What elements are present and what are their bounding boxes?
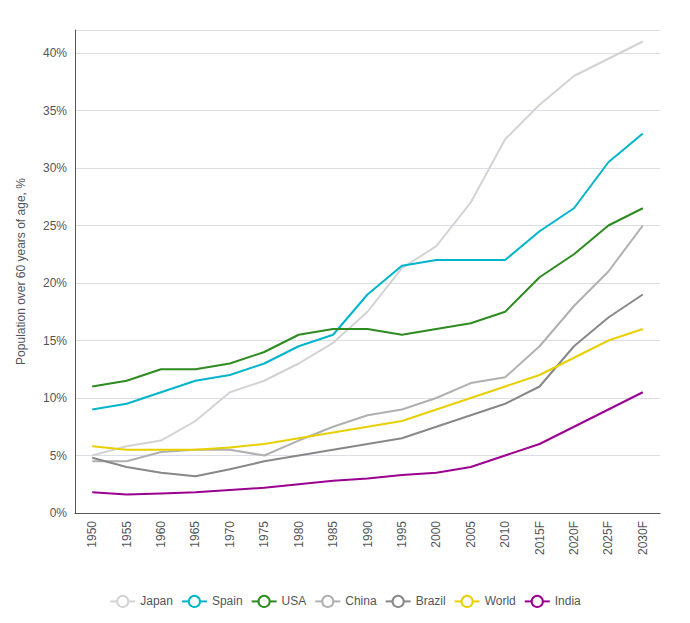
svg-text:2025F: 2025F: [601, 521, 615, 555]
svg-text:5%: 5%: [50, 449, 68, 463]
svg-text:Japan: Japan: [140, 594, 173, 608]
svg-text:1955: 1955: [120, 521, 134, 548]
svg-text:1970: 1970: [223, 521, 237, 548]
svg-text:World: World: [485, 594, 516, 608]
svg-text:USA: USA: [282, 594, 307, 608]
svg-text:1950: 1950: [85, 521, 99, 548]
svg-text:2030F: 2030F: [636, 521, 650, 555]
svg-text:1980: 1980: [292, 521, 306, 548]
svg-text:1990: 1990: [361, 521, 375, 548]
svg-text:2005: 2005: [464, 521, 478, 548]
svg-text:2020F: 2020F: [567, 521, 581, 555]
svg-text:1975: 1975: [257, 521, 271, 548]
svg-text:1985: 1985: [326, 521, 340, 548]
svg-text:0%: 0%: [50, 506, 68, 520]
svg-text:Population over 60 years of ag: Population over 60 years of age, %: [14, 178, 28, 365]
svg-text:1960: 1960: [154, 521, 168, 548]
svg-text:20%: 20%: [43, 276, 67, 290]
svg-text:2000: 2000: [429, 521, 443, 548]
svg-text:India: India: [555, 594, 581, 608]
svg-text:Spain: Spain: [212, 594, 243, 608]
svg-text:15%: 15%: [43, 334, 67, 348]
svg-text:1965: 1965: [188, 521, 202, 548]
svg-text:China: China: [345, 594, 377, 608]
svg-text:2010: 2010: [498, 521, 512, 548]
svg-text:1995: 1995: [395, 521, 409, 548]
svg-text:30%: 30%: [43, 161, 67, 175]
svg-text:10%: 10%: [43, 391, 67, 405]
svg-text:35%: 35%: [43, 104, 67, 118]
svg-text:40%: 40%: [43, 46, 67, 60]
svg-text:2015F: 2015F: [533, 521, 547, 555]
svg-text:25%: 25%: [43, 219, 67, 233]
svg-text:Brazil: Brazil: [416, 594, 446, 608]
